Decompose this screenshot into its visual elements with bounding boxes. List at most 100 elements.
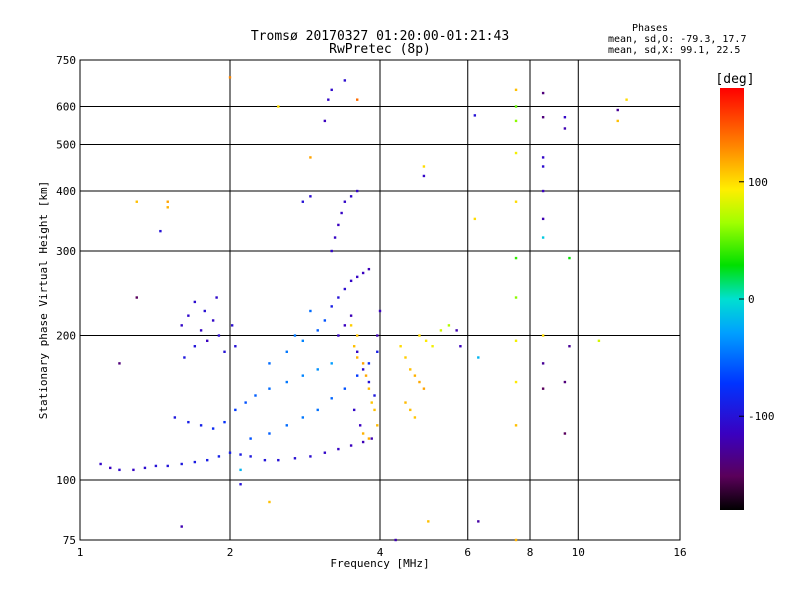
data-point — [616, 108, 619, 112]
data-point — [514, 119, 518, 123]
data-point — [193, 345, 197, 348]
data-point — [439, 329, 443, 332]
data-point — [337, 447, 340, 451]
data-point — [217, 455, 221, 458]
y-tick-label: 200 — [56, 330, 76, 343]
data-point — [343, 324, 347, 327]
data-point — [239, 453, 242, 456]
data-point — [568, 256, 571, 260]
data-point — [211, 319, 215, 322]
data-point — [514, 538, 518, 542]
data-point — [361, 440, 365, 444]
data-point — [277, 458, 280, 462]
data-point — [514, 424, 518, 427]
data-point — [166, 464, 169, 468]
data-point — [118, 362, 121, 365]
colorbar-ticks: 100 0 -100 — [739, 176, 775, 423]
data-point — [323, 451, 327, 454]
data-point — [99, 462, 102, 466]
data-point — [293, 457, 297, 460]
data-point — [394, 538, 397, 542]
data-point — [422, 387, 426, 390]
data-point — [404, 356, 407, 359]
data-point — [376, 334, 379, 337]
data-point — [373, 394, 376, 397]
data-point — [367, 437, 371, 440]
y-axis-label: Stationary phase Virtual Height [km] — [37, 181, 50, 419]
y-tick-label: 400 — [56, 185, 76, 198]
data-point — [399, 345, 402, 348]
data-point — [343, 387, 347, 390]
data-point — [118, 468, 121, 472]
data-point — [597, 339, 601, 343]
data-point — [563, 127, 567, 130]
data-point — [268, 362, 271, 365]
data-point — [541, 156, 545, 159]
data-point — [514, 339, 518, 343]
chart-title: Tromsø 20170327 01:20:00-01:21:43 — [251, 29, 509, 44]
data-point — [183, 356, 186, 359]
data-point — [228, 76, 232, 79]
data-point — [422, 174, 426, 178]
data-point — [223, 420, 226, 424]
data-point — [330, 305, 333, 308]
data-point — [249, 455, 252, 458]
data-point — [309, 455, 312, 458]
data-point — [217, 334, 221, 337]
data-point — [327, 98, 330, 101]
x-tick-label: 6 — [464, 546, 471, 559]
chart-subtitle: RwPretec (8p) — [329, 42, 431, 57]
y-tick-label: 100 — [56, 474, 76, 487]
data-point — [404, 401, 407, 404]
data-point — [166, 200, 169, 203]
colorbar-tick-label: -100 — [748, 410, 775, 423]
data-point — [477, 356, 480, 359]
x-tick-label: 1 — [77, 546, 84, 559]
x-tick-label: 8 — [527, 546, 534, 559]
data-point — [409, 408, 412, 412]
y-tick-label: 75 — [63, 534, 76, 547]
data-point — [187, 420, 190, 424]
y-tick-label: 750 — [56, 54, 76, 67]
data-point — [563, 432, 567, 435]
data-point — [361, 362, 365, 365]
data-point — [355, 356, 359, 359]
data-point — [309, 195, 312, 198]
data-point — [337, 334, 340, 337]
data-point — [455, 329, 458, 332]
data-point — [180, 324, 183, 327]
data-point — [514, 296, 518, 299]
data-point — [422, 165, 426, 168]
data-point — [541, 165, 545, 168]
data-point — [349, 444, 353, 447]
data-point — [132, 468, 135, 472]
data-point — [563, 116, 567, 119]
data-point — [367, 380, 371, 384]
data-point — [370, 401, 373, 404]
colorbar-label: [deg] — [715, 72, 754, 87]
data-point — [413, 416, 417, 419]
data-point — [361, 271, 365, 275]
data-point — [205, 458, 209, 462]
y-tick-label: 600 — [56, 101, 76, 114]
data-points — [99, 76, 628, 542]
data-point — [143, 466, 147, 470]
data-point — [409, 368, 412, 371]
x-axis-label: Frequency [MHz] — [330, 557, 429, 570]
data-point — [180, 462, 183, 466]
data-point — [316, 329, 319, 332]
y-tick-label: 500 — [56, 139, 76, 152]
data-point — [301, 374, 305, 377]
y-tick-labels: 75 100 200 300 400 500 600 750 — [56, 54, 76, 547]
data-point — [473, 217, 477, 221]
data-point — [268, 432, 271, 435]
data-point — [514, 105, 518, 108]
data-point — [330, 397, 333, 400]
data-point — [541, 217, 545, 221]
data-point — [355, 334, 359, 337]
data-point — [285, 424, 288, 427]
data-point — [337, 296, 340, 299]
grid-lines — [80, 60, 680, 540]
x-tick-labels: 1 2 4 6 8 10 16 — [77, 546, 687, 559]
